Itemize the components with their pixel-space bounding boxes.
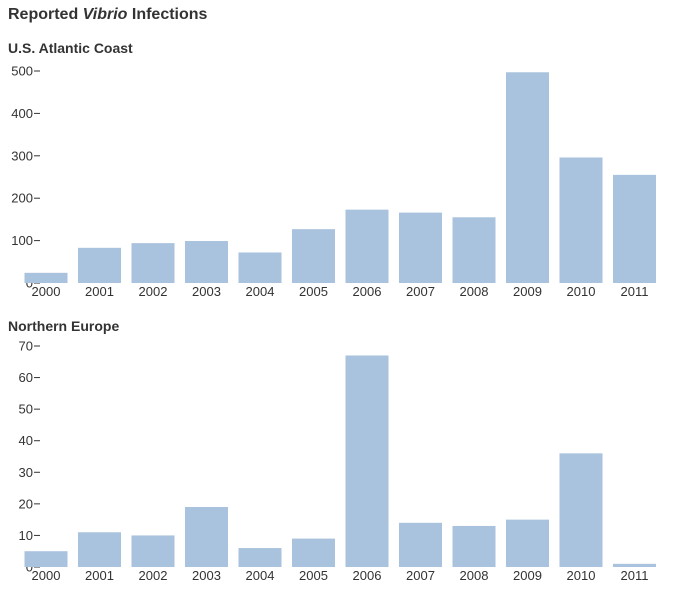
atlantic-xtick-label: 2003 [192, 284, 221, 299]
title-italic: Vibrio [82, 6, 128, 23]
atlantic-bar-2002 [131, 243, 175, 283]
europe-bar-2004 [238, 548, 282, 567]
europe-bar-2002 [131, 535, 175, 567]
europe-bar-2011 [613, 563, 656, 567]
atlantic-xtick-label: 2010 [567, 284, 596, 299]
atlantic-xtick-label: 2009 [513, 284, 542, 299]
europe-bar-2000 [24, 551, 68, 567]
europe-xtick-label: 2005 [299, 568, 328, 583]
atlantic-bar-2003 [185, 241, 228, 283]
europe-xtick-label: 2004 [246, 568, 275, 583]
atlantic-bar-2005 [292, 229, 335, 283]
europe-xtick-label: 2011 [621, 568, 649, 583]
europe-bar-2008 [452, 525, 496, 567]
europe-xtick-label: 2002 [139, 568, 168, 583]
europe-xtick-label: 2009 [513, 568, 542, 583]
atlantic-bar-2007 [399, 212, 442, 283]
europe-bar-2006 [345, 355, 389, 567]
atlantic-bar-2004 [238, 252, 282, 283]
europe-xtick-label: 2007 [406, 568, 435, 583]
atlantic-ytick-label: 400 [11, 106, 33, 121]
panel-title-atlantic: U.S. Atlantic Coast [8, 40, 133, 56]
europe-xtick-label: 2008 [460, 568, 489, 583]
atlantic-xtick-label: 2005 [299, 284, 328, 299]
europe-bar-2005 [292, 538, 335, 567]
europe-ytick-label: 60 [19, 370, 33, 385]
europe-bar-2001 [78, 532, 121, 567]
atlantic-xtick-label: 2011 [621, 284, 649, 299]
atlantic-ytick-label: 200 [11, 191, 33, 206]
atlantic-bar-2001 [78, 247, 121, 283]
europe-ytick-label: 70 [19, 339, 33, 354]
atlantic-bar-2010 [559, 157, 603, 283]
europe-bar-2003 [185, 507, 228, 567]
atlantic-bar-2000 [24, 272, 68, 283]
europe-ytick-label: 40 [19, 433, 33, 448]
chart-title: Reported Vibrio Infections [8, 6, 207, 24]
panel-title-europe: Northern Europe [8, 318, 120, 334]
europe-xtick-label: 2006 [353, 568, 382, 583]
atlantic-ytick-label: 100 [11, 233, 33, 248]
atlantic-xtick-label: 2000 [32, 284, 61, 299]
atlantic-xtick-label: 2008 [460, 284, 489, 299]
atlantic-bar-2006 [345, 209, 389, 283]
atlantic-ytick-label: 300 [11, 148, 33, 163]
atlantic-xtick-label: 2004 [246, 284, 275, 299]
title-prefix: Reported [8, 6, 83, 23]
atlantic-xtick-label: 2001 [85, 284, 114, 299]
europe-ytick-label: 20 [19, 496, 33, 511]
atlantic-xtick-label: 2006 [353, 284, 382, 299]
atlantic-bar-2011 [613, 174, 656, 283]
europe-xtick-label: 2010 [567, 568, 596, 583]
atlantic-xtick-label: 2007 [406, 284, 435, 299]
atlantic-bar-2008 [452, 217, 496, 283]
atlantic-bar-2009 [506, 72, 549, 283]
europe-bar-2010 [559, 453, 603, 567]
title-suffix: Infections [127, 6, 208, 23]
europe-bar-2009 [506, 519, 549, 567]
europe-ytick-label: 30 [19, 465, 33, 480]
europe-bar-2007 [399, 522, 442, 567]
europe-ytick-label: 10 [19, 528, 33, 543]
europe-xtick-label: 2003 [192, 568, 221, 583]
atlantic-ytick-label: 500 [11, 64, 33, 79]
atlantic-xtick-label: 2002 [139, 284, 168, 299]
europe-ytick-label: 50 [19, 402, 33, 417]
europe-xtick-label: 2000 [32, 568, 61, 583]
europe-xtick-label: 2001 [85, 568, 114, 583]
